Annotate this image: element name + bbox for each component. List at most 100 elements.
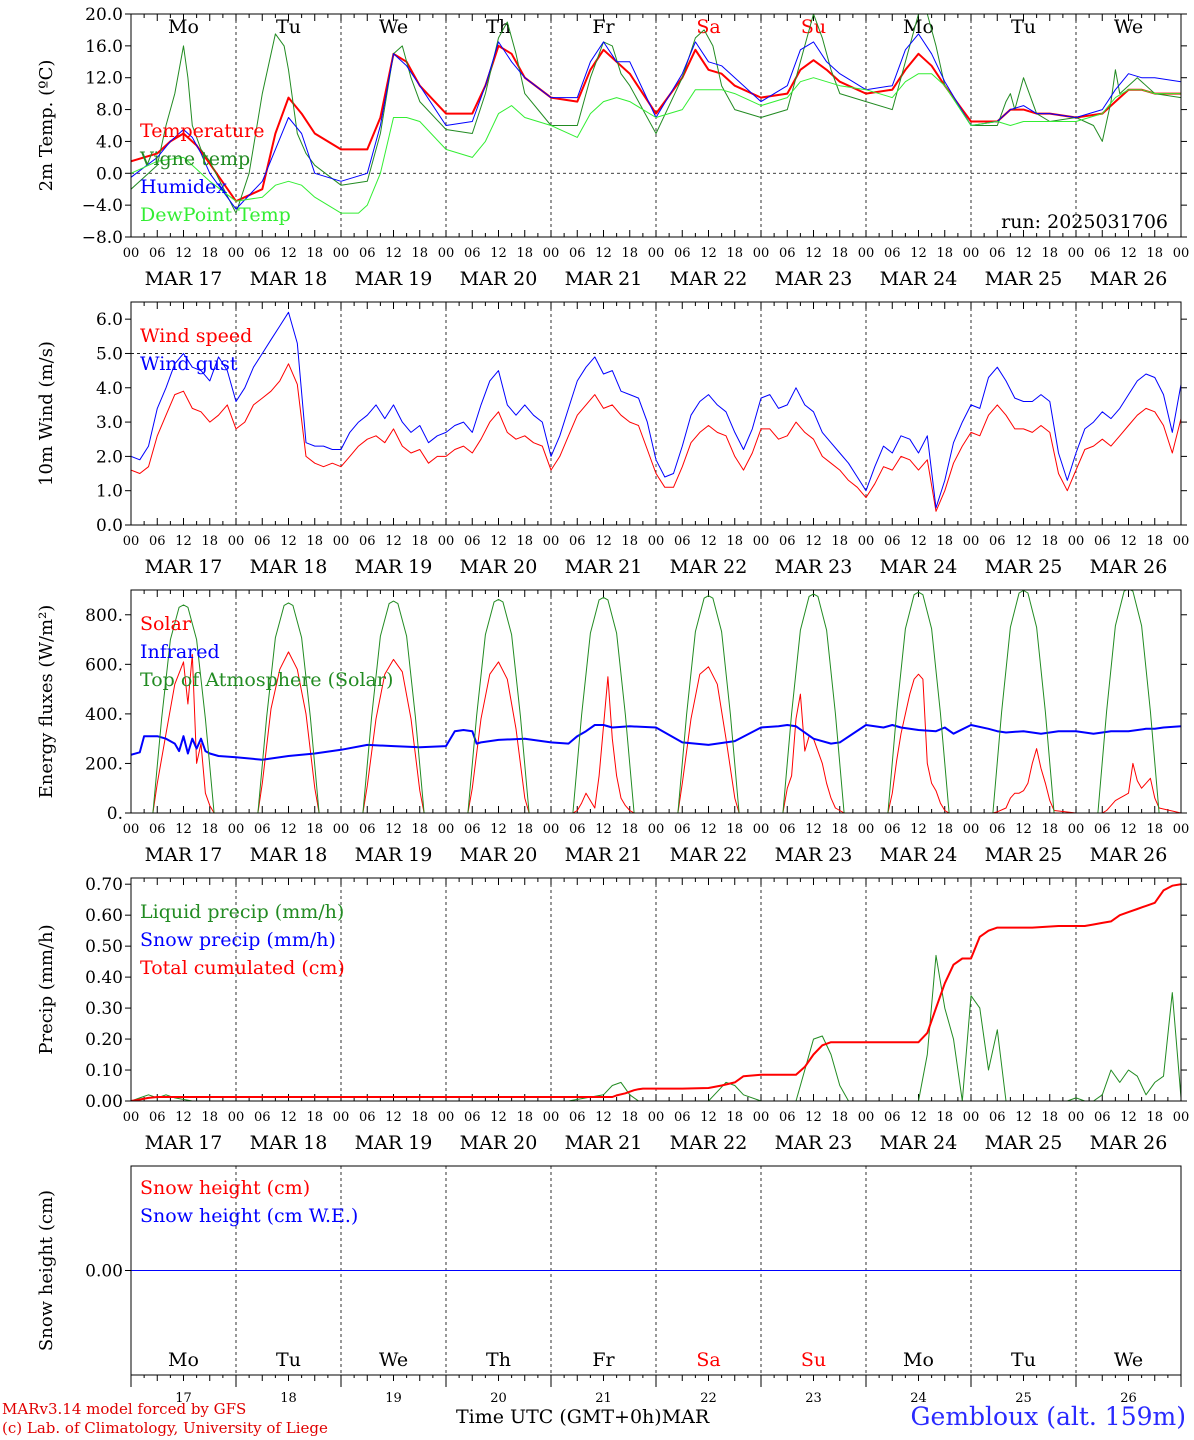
x-date-label: MAR 19 (355, 1132, 433, 1154)
x-tick-label: 12 (1015, 534, 1032, 549)
x-day-number: 23 (805, 1391, 822, 1406)
x-axis-title: Time UTC (GMT+0h)MAR (456, 1406, 709, 1428)
x-tick-label: 00 (1068, 246, 1085, 261)
y-tick-label: 800. (85, 606, 123, 626)
x-date-label: MAR 18 (250, 268, 328, 290)
x-tick-label: 00 (438, 534, 455, 549)
x-tick-label: 06 (884, 1110, 901, 1125)
x-tick-label: 00 (648, 534, 665, 549)
x-tick-label: 06 (254, 822, 271, 837)
x-date-label: MAR 17 (145, 268, 223, 290)
x-tick-label: 06 (569, 822, 586, 837)
weekday-label: We (379, 1349, 408, 1371)
x-date-label: MAR 26 (1090, 268, 1168, 290)
x-tick-label: 12 (595, 1110, 612, 1125)
x-date-label: MAR 17 (145, 556, 223, 578)
x-date-label: MAR 24 (880, 556, 958, 578)
y-tick-label: 200. (85, 754, 123, 774)
x-day-number: 25 (1015, 1391, 1032, 1406)
y-tick-label: 6.0 (96, 310, 123, 330)
x-tick-label: 00 (543, 534, 560, 549)
legend-entry: Wind gust (140, 353, 238, 375)
x-tick-label: 00 (123, 246, 140, 261)
weekday-label: Sa (696, 1349, 720, 1371)
legend-entry: Total cumulated (cm) (140, 957, 345, 979)
panel-4: 0.70 0.60 0.50 0.40 0.30 0.20 0.10 0.00 Precip (… (36, 875, 1189, 1154)
x-tick-label: 06 (884, 534, 901, 549)
x-tick-label: 12 (910, 1110, 927, 1125)
x-tick-label: 18 (726, 1110, 743, 1125)
x-date-label: MAR 23 (775, 556, 853, 578)
y-tick-label: 0.00 (85, 1092, 123, 1112)
x-tick-label: 18 (621, 822, 638, 837)
legend-entry: Solar (140, 613, 192, 635)
x-tick-label: 06 (149, 822, 166, 837)
x-tick-label: 00 (228, 822, 245, 837)
x-tick-label: 00 (1068, 534, 1085, 549)
y-axis-label: 10m Wind (m/s) (36, 341, 57, 486)
x-tick-label: 12 (1015, 822, 1032, 837)
panel-3: 800. 600. 400. 200. 0. Energy fluxes (W/m²) 00… (36, 589, 1189, 866)
x-tick-label: 00 (963, 822, 980, 837)
x-tick-label: 12 (1120, 822, 1137, 837)
x-date-label: MAR 24 (880, 1132, 958, 1154)
y-tick-label: 4.0 (96, 379, 123, 399)
x-tick-label: 18 (936, 246, 953, 261)
x-tick-label: 18 (411, 534, 428, 549)
x-tick-label: 18 (1146, 1110, 1163, 1125)
x-tick-label: 06 (1094, 246, 1111, 261)
x-tick-label: 00 (753, 822, 770, 837)
y-axis-label: Energy fluxes (W/m²) (36, 605, 57, 799)
x-tick-label: 00 (123, 534, 140, 549)
station-name: Gembloux (alt. 159m) (910, 1402, 1186, 1431)
x-tick-label: 12 (700, 534, 717, 549)
series-line-wind-gust (131, 311, 1181, 509)
x-date-label: MAR 25 (985, 268, 1063, 290)
x-tick-label: 12 (910, 822, 927, 837)
panel-2: 6.0 5.0 4.0 3.0 2.0 1.0 0.0 10m Wind (m/s) 00 06 1… (36, 301, 1190, 578)
x-tick-label: 06 (1094, 534, 1111, 549)
x-tick-label: 06 (464, 534, 481, 549)
y-tick-label: 400. (85, 705, 123, 725)
x-tick-label: 00 (333, 822, 350, 837)
panel-5: 0.00 Snow height (cm) 17 18 19 20 21 22 23 24 25 26… (36, 1165, 1182, 1406)
x-tick-label: 12 (1015, 246, 1032, 261)
weekday-label: Mo (903, 1349, 934, 1371)
x-tick-label: 12 (280, 1110, 297, 1125)
x-tick-label: 06 (884, 822, 901, 837)
x-day-number: 19 (385, 1391, 402, 1406)
x-tick-label: 00 (858, 534, 875, 549)
weekday-label: Tu (1011, 1349, 1036, 1371)
x-date-label: MAR 25 (985, 844, 1063, 866)
x-tick-label: 18 (306, 534, 323, 549)
x-tick-label: 12 (175, 1110, 192, 1125)
y-tick-label: 0.0 (96, 164, 123, 184)
x-date-label: MAR 23 (775, 844, 853, 866)
weekday-label: Tu (276, 16, 301, 38)
y-tick-label: 0.00 (85, 1262, 123, 1282)
x-tick-label: 00 (333, 246, 350, 261)
x-tick-label: 06 (884, 246, 901, 261)
x-tick-label: 06 (464, 822, 481, 837)
x-tick-label: 06 (989, 246, 1006, 261)
x-tick-label: 00 (1173, 534, 1190, 549)
x-tick-label: 00 (963, 1110, 980, 1125)
x-tick-label: 06 (359, 246, 376, 261)
x-tick-label: 00 (858, 822, 875, 837)
x-tick-label: 18 (201, 1110, 218, 1125)
x-tick-label: 12 (700, 822, 717, 837)
legend-entry: DewPoint Temp (140, 204, 291, 226)
weekday-label: Fr (592, 1349, 615, 1371)
x-day-number: 17 (175, 1391, 192, 1406)
x-date-label: MAR 26 (1090, 1132, 1168, 1154)
plot-frame (130, 13, 1182, 238)
x-tick-label: 18 (726, 534, 743, 549)
x-day-number: 21 (595, 1391, 612, 1406)
legend-entry: Infrared (140, 641, 220, 663)
legend-entry: Vigne temp (139, 148, 250, 170)
x-date-label: MAR 21 (565, 1132, 643, 1154)
x-tick-label: 12 (175, 246, 192, 261)
x-tick-label: 18 (726, 246, 743, 261)
legend-entry: Humidex (140, 176, 227, 198)
